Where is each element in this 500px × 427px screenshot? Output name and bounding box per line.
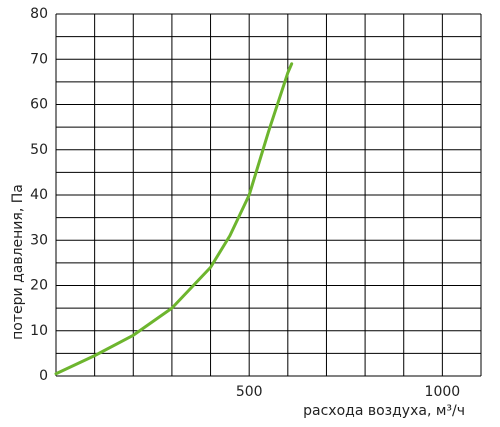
y-axis-label: потери давления, Па [10,184,26,340]
y-tick-label: 30 [30,232,48,248]
y-tick-label: 10 [30,323,48,339]
y-tick-label: 40 [30,187,48,203]
x-axis-label: расхода воздуха, м³/ч [303,403,465,419]
x-tick-label: 1000 [425,384,461,400]
line [54,62,294,376]
y-tick-label: 0 [39,368,48,384]
y-tick-label: 60 [30,97,48,113]
x-tick-label: 500 [236,384,263,400]
y-tick-label: 80 [30,6,48,22]
y-tick-label: 50 [30,142,48,158]
y-tick-label: 20 [30,278,48,294]
y-tick-label: 70 [30,51,48,67]
